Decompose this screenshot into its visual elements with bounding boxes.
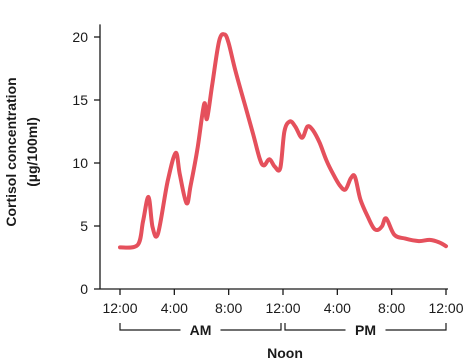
series-line-0 [118,32,448,250]
y-axis-title-line-1: Cortisol concentration [3,77,19,226]
x-tick-label-5: 8:00 [378,300,405,316]
bracket-right-pm [385,323,447,331]
y-tick-label-5: 5 [80,218,88,234]
bracket-left-am [119,323,181,331]
y-tick-label-20: 20 [72,29,88,45]
x-tick-label-1: 4:00 [161,300,188,316]
bracket-label-am: AM [190,322,212,338]
bracket-right-am [220,323,282,331]
bracket-label-pm: PM [355,322,376,338]
y-tick-label-10: 10 [72,155,88,171]
y-tick-label-15: 15 [72,92,88,108]
ticks-layer: 0 5 10 15 20 12:00 4:00 8:00 12:00 4:00 8:00 12:00 [72,29,463,316]
period-brackets: AM PM [119,322,447,338]
x-tick-label-6: 12:00 [428,300,463,316]
bracket-left-pm [284,323,346,331]
axes-layer [99,24,448,290]
x-tick-label-2: 8:00 [215,300,242,316]
series-layer [118,32,448,250]
x-tick-label-3: 12:00 [265,300,300,316]
x-tick-label-4: 4:00 [324,300,351,316]
x-tick-label-0: 12:00 [102,300,137,316]
y-axis-title-line-2: (µg/100ml) [24,117,40,187]
x-axis-title: Noon [267,345,303,361]
y-tick-label-0: 0 [80,281,88,297]
